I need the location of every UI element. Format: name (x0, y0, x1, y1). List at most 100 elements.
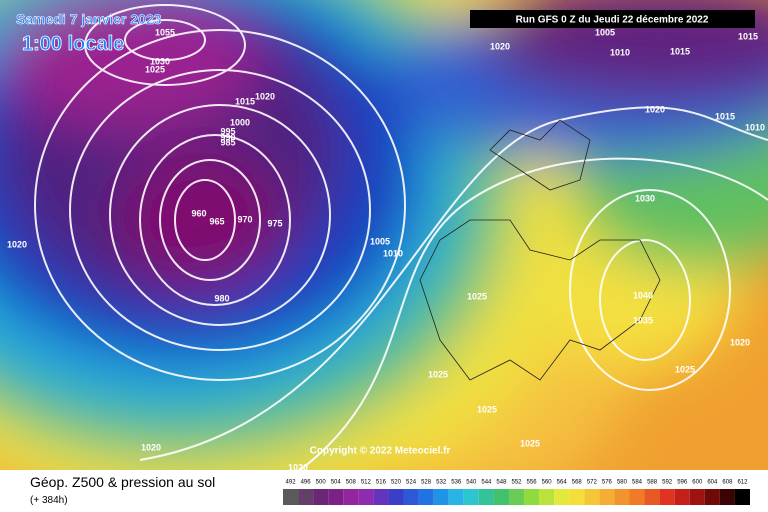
legend-swatch (433, 489, 449, 505)
isobar-label: 1015 (738, 31, 758, 41)
isobar-label: 1025 (675, 364, 695, 374)
legend-value: 600 (692, 480, 703, 486)
legend-swatch (644, 489, 660, 505)
legend-value: 572 (587, 480, 598, 486)
isobar-label: 1020 (490, 41, 510, 51)
isobar-label: 1030 (635, 193, 655, 203)
run-info: Run GFS 0 Z du Jeudi 22 décembre 2022 (516, 15, 709, 26)
isobar-label: 995 (220, 126, 235, 136)
isobar-label: 1035 (633, 315, 653, 325)
isobar-label: 980 (214, 293, 229, 303)
legend-swatch (493, 489, 509, 505)
legend-value: 532 (436, 480, 447, 486)
isobar-label: 1040 (633, 290, 653, 300)
legend-swatch (418, 489, 434, 505)
legend-value: 512 (361, 480, 372, 486)
legend-swatch (283, 489, 299, 505)
legend-value: 504 (331, 480, 342, 486)
legend-swatch (569, 489, 585, 505)
valid-date: Samedi 7 janvier 2023 (16, 11, 162, 27)
isobar-label: 1025 (428, 369, 448, 379)
isobar-label: 960 (191, 208, 206, 218)
legend-swatch (313, 489, 329, 505)
legend-value: 576 (602, 480, 613, 486)
isobar-label: 1015 (715, 111, 735, 121)
isobar-label: 1025 (477, 404, 497, 414)
copyright: Copyright © 2022 Meteociel.fr (310, 446, 451, 457)
legend-swatch (719, 489, 735, 505)
legend-swatch (599, 489, 615, 505)
legend-value: 548 (496, 480, 507, 486)
legend-value: 588 (647, 480, 658, 486)
footer-lead: (+ 384h) (30, 495, 68, 506)
legend-value: 596 (677, 480, 688, 486)
isobar-label: 1020 (730, 337, 750, 347)
legend-swatch (539, 489, 555, 505)
legend-swatch (298, 489, 314, 505)
isobar-label: 990 (220, 132, 235, 142)
isobar-label: 1025 (145, 64, 165, 74)
legend-swatch (403, 489, 419, 505)
legend-swatch (448, 489, 464, 505)
isobar-label: 1020 (141, 442, 161, 452)
isobar-label: 1005 (595, 27, 615, 37)
footer-title: Géop. Z500 & pression au sol (30, 474, 215, 490)
isobar-label: 1020 (645, 104, 665, 114)
coastlines (419, 119, 661, 381)
legend-swatch (614, 489, 630, 505)
legend-swatch (478, 489, 494, 505)
legend-swatch (629, 489, 645, 505)
isobar-label: 1025 (467, 291, 487, 301)
isobar-label: 975 (267, 218, 282, 228)
legend-value: 496 (301, 480, 312, 486)
legend-value: 520 (391, 480, 402, 486)
legend-value: 540 (466, 480, 477, 486)
legend-swatch (554, 489, 570, 505)
legend-value: 552 (511, 480, 522, 486)
legend-value: 592 (662, 480, 673, 486)
isobar-label: 1020 (7, 239, 27, 249)
run-box (470, 10, 755, 28)
isobar-label: 1025 (520, 438, 540, 448)
legend-swatch (674, 489, 690, 505)
legend-value: 560 (542, 480, 553, 486)
legend-value: 508 (346, 480, 357, 486)
legend-swatch (508, 489, 525, 505)
local-time: 1:00 locale (22, 33, 124, 55)
legend-value: 516 (376, 480, 387, 486)
legend: 492 496 500 504 508 512 516 520 524 528 532 536 540 5… (283, 480, 750, 505)
legend-value: 604 (707, 480, 718, 486)
isobar-label: 985 (220, 137, 235, 147)
legend-value: 612 (737, 480, 748, 486)
legend-swatch (463, 489, 479, 505)
legend-value: 564 (557, 480, 568, 486)
legend-swatch (373, 489, 389, 505)
legend-value: 500 (316, 480, 327, 486)
legend-value: 568 (572, 480, 583, 486)
legend-swatch (584, 489, 600, 505)
isobar-label: 1010 (383, 248, 403, 258)
legend-value: 584 (632, 480, 643, 486)
legend-swatch (388, 489, 404, 505)
isobar-label: 1055 (155, 27, 175, 37)
legend-swatch (524, 489, 540, 505)
legend-value: 524 (406, 480, 417, 486)
legend-value: 544 (481, 480, 492, 486)
legend-value: 580 (617, 480, 628, 486)
isobars (34, 4, 768, 470)
legend-value: 492 (286, 480, 297, 486)
legend-swatch (689, 489, 705, 505)
isobar-label: 1020 (288, 462, 308, 472)
legend-value: 528 (421, 480, 432, 486)
legend-swatch (704, 489, 720, 505)
legend-swatch (343, 489, 359, 505)
isobar-label: 1010 (610, 47, 630, 57)
legend-value: 536 (451, 480, 462, 486)
isobar-label: 1005 (370, 236, 390, 246)
isobar-label: 1000 (230, 117, 250, 127)
legend-swatch (659, 489, 675, 505)
isobar-label: 1010 (745, 122, 765, 132)
